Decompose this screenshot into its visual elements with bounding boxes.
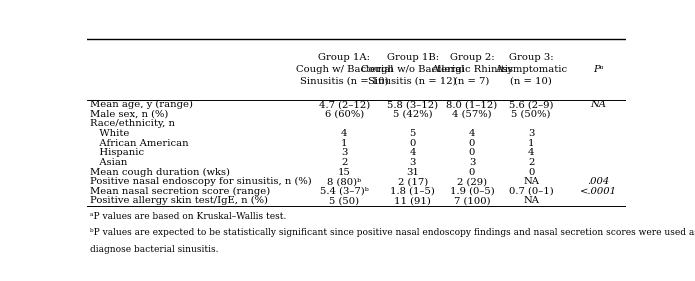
Text: Mean age, y (range): Mean age, y (range) [90,100,193,109]
Text: 4: 4 [341,129,348,138]
Text: 5.6 (2–9): 5.6 (2–9) [509,100,553,109]
Text: Positive allergy skin test/IgE, n (%): Positive allergy skin test/IgE, n (%) [90,196,268,205]
Text: 5.4 (3–7)ᵇ: 5.4 (3–7)ᵇ [320,187,369,196]
Text: .004: .004 [587,177,610,186]
Text: 1: 1 [528,139,534,148]
Text: 2 (29): 2 (29) [457,177,487,186]
Text: Group 1B:
Cough w/o Bacterial
Sinusitis (n = 12): Group 1B: Cough w/o Bacterial Sinusitis … [361,53,464,86]
Text: 15: 15 [338,167,351,176]
Text: NA: NA [523,196,539,205]
Text: Pᵃ: Pᵃ [594,65,604,74]
Text: White: White [90,129,129,138]
Text: Male sex, n (%): Male sex, n (%) [90,110,168,119]
Text: 3: 3 [341,148,348,157]
Text: 8 (80)ᵇ: 8 (80)ᵇ [327,177,361,186]
Text: 3: 3 [409,158,416,167]
Text: 0.7 (0–1): 0.7 (0–1) [509,187,554,196]
Text: 2 (17): 2 (17) [398,177,428,186]
Text: 2: 2 [528,158,534,167]
Text: 3: 3 [528,129,534,138]
Text: 0: 0 [469,139,475,148]
Text: Group 3:
Asymptomatic
(n = 10): Group 3: Asymptomatic (n = 10) [495,53,567,86]
Text: 2: 2 [341,158,348,167]
Text: 1.9 (0–5): 1.9 (0–5) [450,187,494,196]
Text: 0: 0 [469,148,475,157]
Text: 5 (42%): 5 (42%) [393,110,432,119]
Text: ᵇP values are expected to be statistically significant since positive nasal endo: ᵇP values are expected to be statistical… [90,228,695,237]
Text: 0: 0 [409,139,416,148]
Text: 0: 0 [469,167,475,176]
Text: Group 2:
Allergic Rhinitis
(n = 7): Group 2: Allergic Rhinitis (n = 7) [431,53,513,86]
Text: Asian: Asian [90,158,127,167]
Text: 5.8 (3–12): 5.8 (3–12) [387,100,439,109]
Text: 4: 4 [409,148,416,157]
Text: diagnose bacterial sinusitis.: diagnose bacterial sinusitis. [90,245,218,254]
Text: 8.0 (1–12): 8.0 (1–12) [446,100,498,109]
Text: African American: African American [90,139,188,148]
Text: 4: 4 [528,148,534,157]
Text: 4.7 (2–12): 4.7 (2–12) [319,100,370,109]
Text: 1: 1 [341,139,348,148]
Text: Hispanic: Hispanic [90,148,144,157]
Text: Mean cough duration (wks): Mean cough duration (wks) [90,167,229,176]
Text: ᵃP values are based on Kruskal–Wallis test.: ᵃP values are based on Kruskal–Wallis te… [90,212,286,221]
Text: Race/ethnicity, n: Race/ethnicity, n [90,119,174,128]
Text: 5 (50%): 5 (50%) [512,110,551,119]
Text: 0: 0 [528,167,534,176]
Text: 4 (57%): 4 (57%) [452,110,492,119]
Text: 11 (91): 11 (91) [394,196,431,205]
Text: Positive nasal endoscopy for sinusitis, n (%): Positive nasal endoscopy for sinusitis, … [90,177,311,186]
Text: 6 (60%): 6 (60%) [325,110,364,119]
Text: 7 (100): 7 (100) [454,196,490,205]
Text: NA: NA [523,177,539,186]
Text: 3: 3 [469,158,475,167]
Text: NA: NA [591,100,607,109]
Text: Group 1A:
Cough w/ Bacterial
Sinusitis (n = 10): Group 1A: Cough w/ Bacterial Sinusitis (… [295,53,393,86]
Text: <.0001: <.0001 [580,187,617,196]
Text: 1.8 (1–5): 1.8 (1–5) [391,187,435,196]
Text: 31: 31 [407,167,419,176]
Text: 5 (50): 5 (50) [329,196,359,205]
Text: 5: 5 [409,129,416,138]
Text: 4: 4 [468,129,475,138]
Text: Mean nasal secretion score (range): Mean nasal secretion score (range) [90,187,270,196]
